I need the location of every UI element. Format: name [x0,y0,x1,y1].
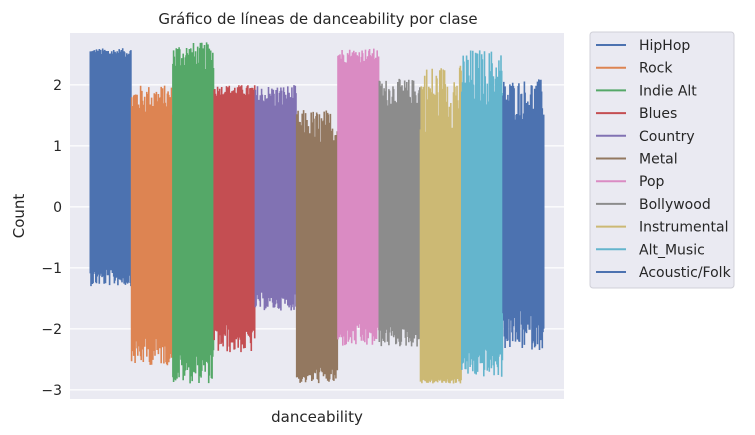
series-line [254,85,297,311]
legend-item: HipHop [596,38,690,54]
legend-label: Acoustic/Folk [639,265,732,281]
legend-item: Metal [596,152,678,168]
series-line [213,85,256,353]
series-line [295,110,339,384]
legend-label: Alt_Music [639,242,705,258]
legend-item: Instrumental [596,220,729,236]
series-layer [89,42,545,384]
series-bollywood [378,78,421,347]
series-rock [130,85,173,366]
legend-item: Indie Alt [596,83,697,99]
series-alt-music [461,50,504,377]
series-line [89,48,132,287]
legend-item: Blues [596,106,677,122]
x-axis-label: danceability [271,408,363,426]
legend-item: Alt_Music [596,242,705,258]
y-ticks: −3 −2 −1 0 1 2 [41,78,62,399]
series-line [172,42,215,384]
legend-label: Rock [639,61,673,77]
y-tick-label: 0 [53,200,62,216]
legend-label: Indie Alt [639,83,697,99]
series-line [502,79,545,350]
series-line [378,78,421,347]
series-line [130,85,173,366]
series-hiphop [89,48,132,287]
legend-label: Metal [639,152,678,168]
series-instrumental [419,65,462,384]
series-metal [295,110,339,384]
y-tick-label: −2 [41,322,62,338]
legend-box [589,31,735,289]
series-indie-alt [172,42,215,384]
series-line [337,48,380,346]
legend-item: Bollywood [596,197,711,213]
legend-item: Rock [596,61,673,77]
y-tick-label: −3 [41,383,62,399]
legend-label: Pop [639,174,665,190]
legend: HipHop Rock Indie Alt Blues Country Metal Pop B… [589,31,735,289]
y-axis-label: Count [10,194,28,239]
legend-label: Blues [639,106,677,122]
legend-label: Instrumental [639,220,729,236]
legend-item: Acoustic/Folk [596,265,732,281]
legend-label: Bollywood [639,197,711,213]
series-country [254,85,297,311]
legend-item: Pop [596,174,665,190]
legend-item: Country [596,129,695,145]
legend-label: HipHop [639,38,690,54]
series-line [419,65,462,384]
chart-title: Gráfico de líneas de danceability por cl… [158,10,477,28]
series-acoustic-folk [502,79,545,350]
series-pop [337,48,380,346]
y-tick-label: 1 [53,139,62,155]
series-line [461,50,504,377]
series-blues [213,85,256,353]
y-tick-label: −1 [41,261,62,277]
y-tick-label: 2 [53,78,62,94]
legend-label: Country [639,129,695,145]
